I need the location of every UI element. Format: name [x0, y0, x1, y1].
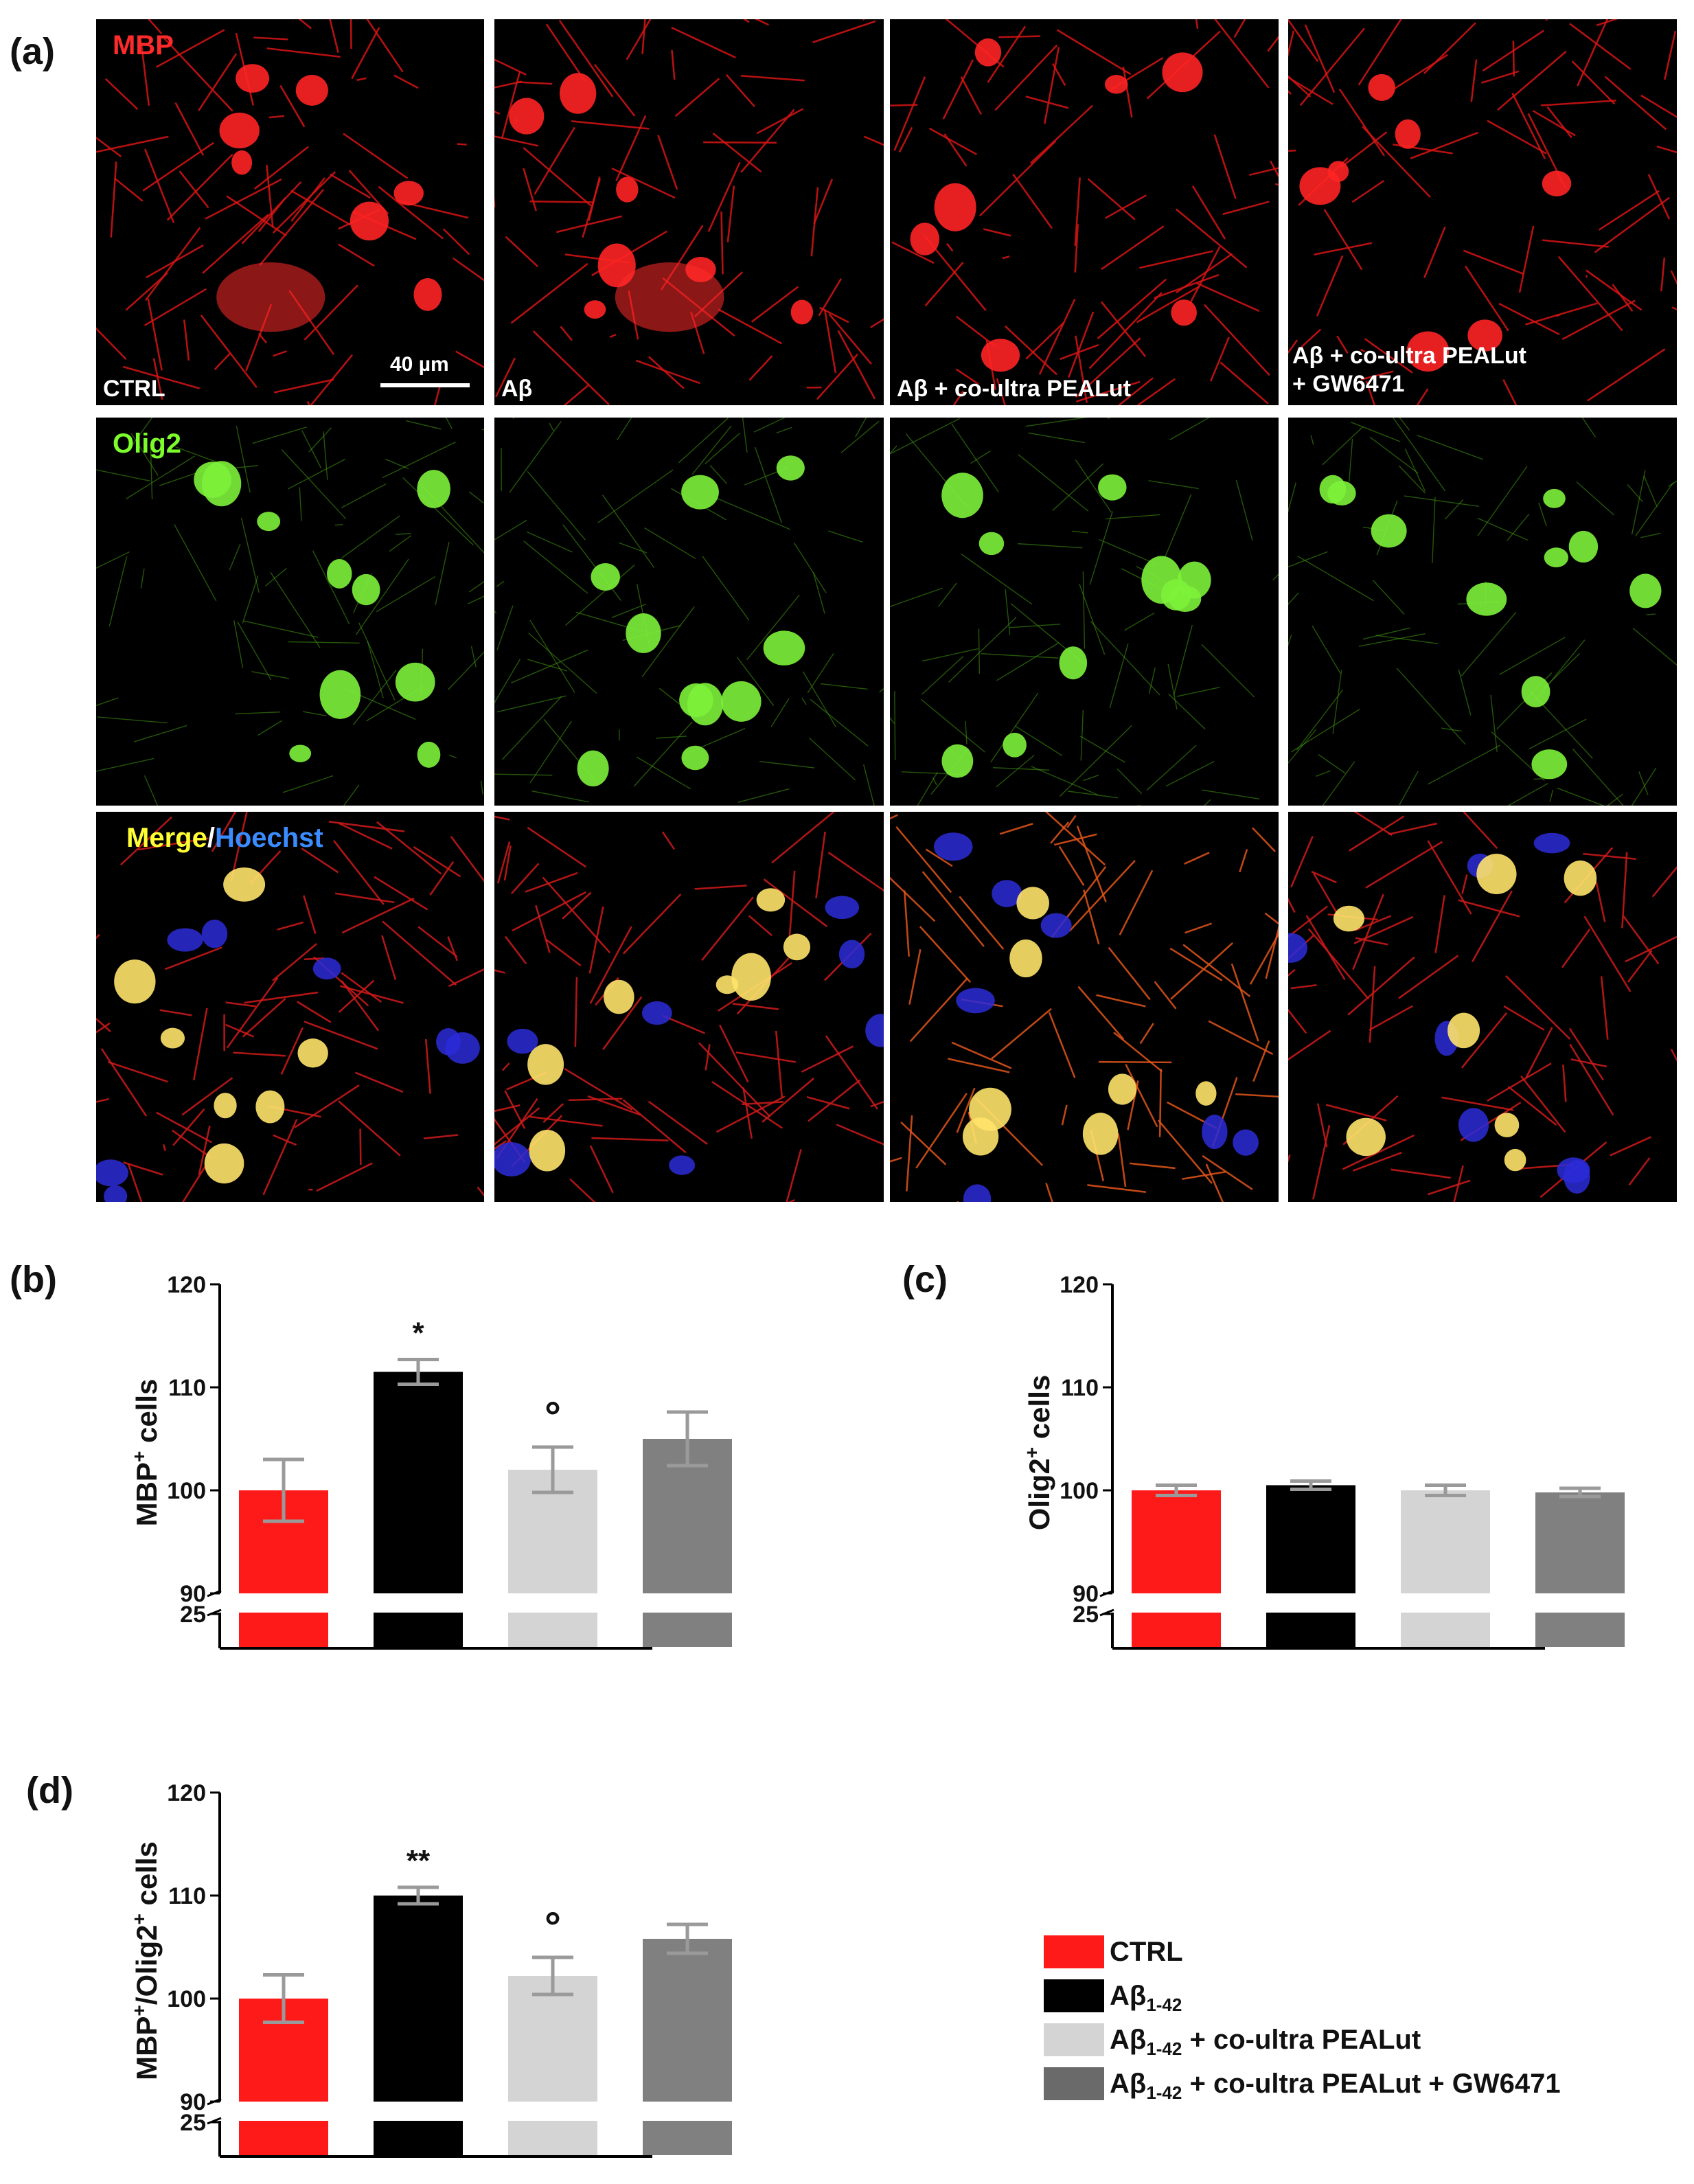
bar-base-2 [374, 1613, 463, 1647]
y-tick-label: 100 [1060, 1478, 1099, 1504]
condition-label: CTRL [103, 375, 165, 403]
micrograph-image [890, 418, 1279, 806]
micrograph-image [890, 19, 1279, 405]
significance-marker: ° [545, 1904, 561, 1950]
legend-swatch [1044, 2023, 1104, 2056]
micrograph-r3-c3 [890, 812, 1279, 1202]
bar-3 [1401, 1490, 1490, 1593]
bar-base-4 [643, 1613, 732, 1647]
y-break-tick-label: 25 [1073, 1602, 1099, 1628]
bar-2 [374, 1896, 463, 2102]
micrograph-image [494, 418, 884, 806]
condition-label: Aβ + co-ultra PEALut + GW6471 [1292, 342, 1526, 398]
significance-marker: ** [407, 1844, 431, 1878]
y-axis-label: MBP+/Olig2+ cells [128, 1841, 163, 2080]
micrograph-r2-c4 [1288, 418, 1677, 806]
y-tick-label: 110 [168, 1883, 206, 1909]
micrograph-image [890, 812, 1279, 1202]
condition-label: Aβ + co-ultra PEALut [897, 375, 1131, 403]
micrograph-grid: MBP CTRL 40 µm Aβ Aβ + co-ultra PEALut Aβ + c… [0, 0, 1694, 1209]
legend-label: Aβ1-42 + co-ultra PEALut [1110, 2025, 1421, 2060]
bar-base-1 [239, 2121, 328, 2155]
bar-base-3 [508, 1613, 597, 1647]
micrograph-image [1288, 812, 1677, 1202]
micrograph-r2-c3 [890, 418, 1279, 806]
micrograph-r2-c2 [494, 418, 884, 806]
y-break-tick-label: 25 [180, 2110, 206, 2136]
y-tick-label: 120 [167, 1272, 206, 1298]
channel-label: Olig2 [113, 429, 181, 459]
micrograph-image [96, 19, 484, 405]
bar-base-4 [1535, 1613, 1625, 1647]
legend-label: Aβ1-42 [1110, 1981, 1182, 2016]
micrograph-r1-c4: Aβ + co-ultra PEALut + GW6471 [1288, 19, 1677, 405]
bar-base-3 [508, 2121, 597, 2155]
merge-label: Merge [126, 823, 207, 853]
legend-swatch [1044, 1979, 1104, 2012]
bar-base-1 [239, 1613, 328, 1647]
bar-1 [1132, 1490, 1221, 1593]
micrograph-image [96, 418, 484, 806]
bar-4 [1535, 1492, 1625, 1593]
y-axis-label: Olig2+ cells [1021, 1375, 1055, 1530]
channel-label-merge: Merge/Hoechst [126, 823, 323, 854]
significance-marker: * [412, 1317, 424, 1350]
bar-4 [643, 1939, 732, 2102]
significance-marker: ° [545, 1394, 561, 1440]
panel-label-c: (c) [902, 1258, 948, 1301]
micrograph-r3-c1: Merge/Hoechst [96, 812, 484, 1202]
legend-item: Aβ1-42 [1044, 1974, 1662, 2015]
bar-base-1 [1132, 1613, 1221, 1647]
micrograph-r3-c2 [494, 812, 884, 1202]
bar-2 [1266, 1486, 1355, 1594]
legend-swatch [1044, 2067, 1104, 2100]
y-tick-label: 110 [1061, 1375, 1099, 1401]
y-tick-label: 120 [167, 1780, 206, 1806]
legend-item: Aβ1-42 + co-ultra PEALut + GW6471 [1044, 2062, 1662, 2103]
panel-label-d: (d) [26, 1769, 73, 1812]
bar-base-2 [374, 2121, 463, 2155]
legend-label: Aβ1-42 + co-ultra PEALut + GW6471 [1110, 2069, 1561, 2104]
y-break-tick-label: 25 [180, 1602, 206, 1628]
bar-2 [374, 1372, 463, 1594]
micrograph-r1-c1: MBP CTRL 40 µm [96, 19, 484, 405]
legend-item: CTRL [1044, 1930, 1662, 1971]
legend-swatch [1044, 1935, 1104, 1968]
channel-label: MBP [113, 30, 174, 61]
bar-base-4 [643, 2121, 732, 2155]
y-axis-label: MBP+ cells [128, 1379, 163, 1527]
legend-item: Aβ1-42 + co-ultra PEALut [1044, 2018, 1662, 2059]
slash-label: / [207, 823, 215, 853]
y-tick-label: 110 [168, 1375, 206, 1401]
micrograph-image [96, 812, 484, 1202]
hoechst-label: Hoechst [215, 823, 323, 853]
scale-bar [380, 383, 470, 387]
y-tick-label: 100 [167, 1478, 206, 1504]
scale-bar-label: 40 µm [390, 353, 449, 376]
condition-label: Aβ [501, 375, 532, 403]
bar-base-3 [1401, 1613, 1490, 1647]
micrograph-image [494, 812, 884, 1202]
legend-label: CTRL [1110, 1937, 1183, 1968]
micrograph-r1-c3: Aβ + co-ultra PEALut [890, 19, 1279, 405]
y-tick-label: 120 [1060, 1272, 1099, 1298]
y-tick-label: 100 [167, 1986, 206, 2012]
micrograph-image [1288, 418, 1677, 806]
micrograph-r2-c1: Olig2 [96, 418, 484, 806]
micrograph-image [494, 19, 884, 405]
bar-base-2 [1266, 1613, 1355, 1647]
micrograph-r3-c4 [1288, 812, 1677, 1202]
micrograph-r1-c2: Aβ [494, 19, 884, 405]
panel-label-b: (b) [10, 1258, 57, 1301]
